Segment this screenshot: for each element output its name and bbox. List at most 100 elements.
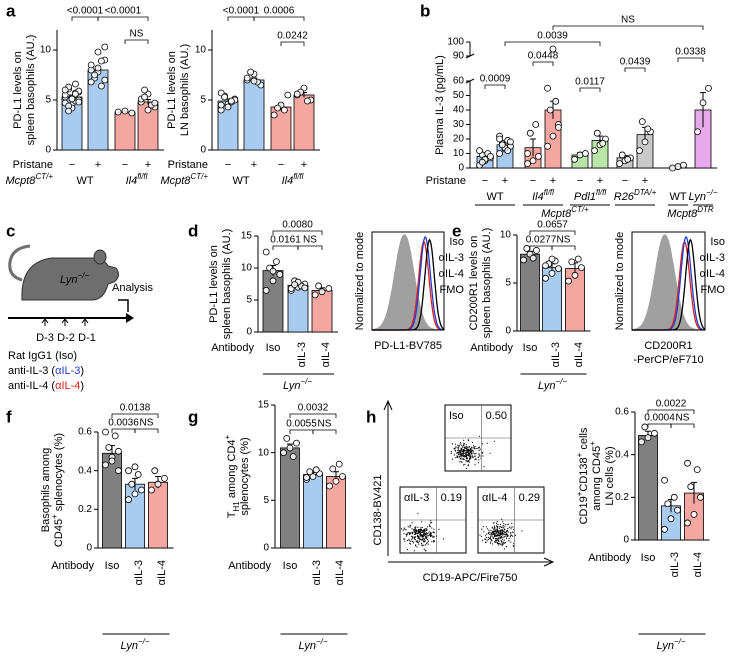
p-value: NS	[140, 418, 154, 429]
dot	[486, 537, 488, 539]
dot	[453, 454, 455, 456]
dot	[492, 527, 494, 529]
dot	[505, 537, 508, 540]
data-point	[91, 71, 98, 79]
y-tick-label: 50	[453, 90, 465, 101]
dot	[498, 526, 500, 528]
dot	[460, 454, 462, 456]
y-tick-label: 10	[258, 447, 270, 458]
dot	[467, 448, 470, 450]
dot	[497, 530, 499, 532]
y-tick-label: 0	[45, 145, 51, 156]
dot	[427, 532, 429, 534]
y-tick-label: 0.6	[78, 427, 92, 438]
dot	[496, 535, 499, 537]
dot	[495, 522, 498, 525]
dot	[495, 540, 498, 542]
data-point	[284, 91, 292, 99]
data-point	[224, 103, 232, 111]
data-point	[101, 76, 109, 84]
dot	[470, 457, 472, 459]
y-axis-label: PD-L1 levels on	[166, 51, 178, 129]
data-point	[520, 256, 527, 264]
text-part: H1	[232, 501, 241, 512]
text-part: Il4	[126, 175, 138, 187]
data-point	[250, 77, 258, 85]
dot	[496, 539, 498, 541]
bracket	[551, 245, 576, 250]
dot	[433, 535, 435, 538]
p-value: 0.0080	[282, 220, 313, 231]
gate-value: 0.19	[441, 492, 462, 504]
y-tick-label: 5	[263, 495, 269, 506]
dot	[505, 533, 507, 535]
x-tick-label: Iso	[283, 560, 298, 572]
dot	[462, 446, 464, 448]
dot	[478, 455, 480, 457]
p-value: 0.0138	[120, 403, 151, 414]
dot	[456, 456, 458, 458]
dot	[502, 543, 504, 545]
text-part: −/−	[555, 377, 567, 386]
dot	[505, 531, 508, 533]
analysis-arrow	[118, 299, 129, 312]
x-tick-label: αIL-3	[550, 342, 562, 367]
dot	[478, 435, 481, 437]
dot	[465, 452, 467, 454]
dot	[479, 534, 481, 536]
data-point	[576, 151, 584, 159]
dot	[472, 457, 474, 459]
data-point	[111, 432, 119, 440]
day-label: D-2	[57, 332, 75, 344]
p-value: <0.0001	[223, 6, 260, 17]
dot	[494, 530, 496, 532]
y-axis-label: TH1 among CD4+	[223, 434, 241, 518]
dot	[469, 452, 471, 454]
bracket	[312, 429, 337, 434]
dot	[458, 450, 460, 452]
dot	[406, 548, 409, 551]
dot	[414, 531, 417, 533]
dot	[459, 457, 461, 460]
text-part: +	[575, 452, 584, 457]
dot	[491, 532, 494, 534]
supergroup-label: Mcpt8CT/+	[5, 172, 53, 187]
dot	[502, 525, 504, 527]
dot	[487, 539, 489, 541]
data-point	[542, 262, 549, 270]
dot	[454, 449, 456, 451]
dot	[501, 538, 503, 540]
panel-label: b	[420, 1, 430, 20]
dot	[513, 545, 515, 548]
dot	[425, 528, 427, 530]
dot	[409, 524, 411, 526]
y-axis-label: PD-L1 levels on	[208, 245, 220, 323]
data-point	[154, 480, 162, 488]
dot	[405, 533, 407, 536]
dot	[412, 537, 414, 539]
dot	[495, 530, 497, 532]
data-point	[636, 147, 643, 155]
dot	[418, 529, 420, 531]
dot	[476, 447, 478, 449]
y-tick-label: 10	[500, 230, 512, 241]
data-point	[690, 511, 698, 518]
data-point	[618, 151, 626, 159]
dot	[492, 533, 494, 535]
dot	[469, 458, 471, 460]
dot	[503, 539, 505, 541]
dot	[456, 447, 458, 449]
dot	[420, 542, 423, 545]
bar	[280, 447, 300, 549]
data-point	[61, 86, 69, 94]
group-label: WT	[76, 175, 93, 187]
dot	[511, 534, 513, 537]
data-point	[674, 163, 682, 170]
dot	[454, 447, 456, 449]
dot	[422, 529, 425, 531]
plot-frame	[631, 231, 706, 331]
dot	[426, 536, 428, 538]
data-point	[533, 246, 540, 254]
data-point	[303, 97, 311, 105]
